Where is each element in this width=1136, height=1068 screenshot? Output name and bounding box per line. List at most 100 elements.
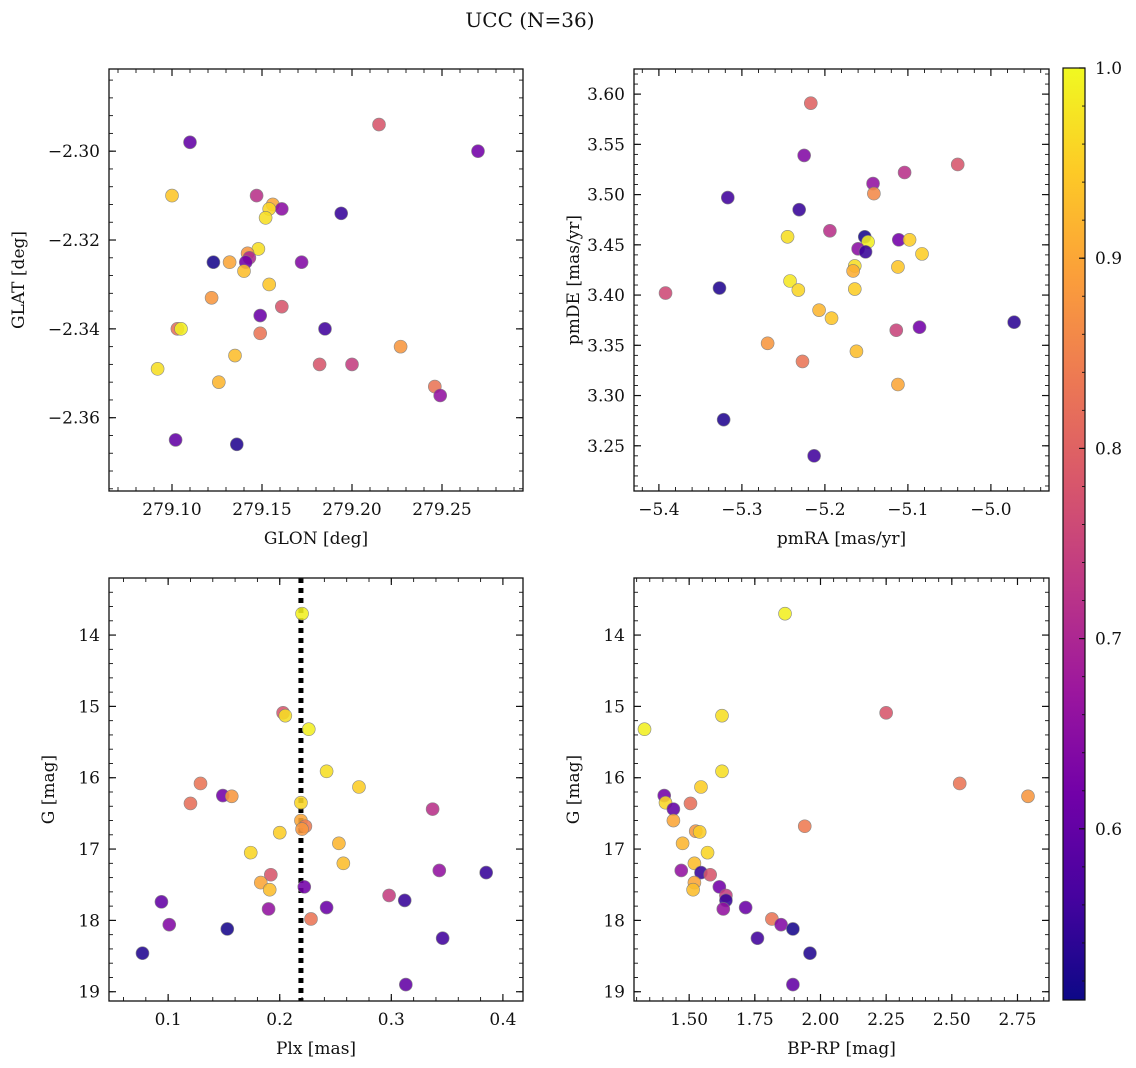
colorbar-tick-label: 0.6 — [1095, 820, 1122, 840]
scatter-point — [1021, 789, 1035, 804]
scatter-point — [183, 796, 198, 811]
scatter-point — [666, 813, 681, 828]
scatter-point — [222, 255, 237, 270]
scatter-point — [150, 362, 165, 376]
y-tick-label: −2.36 — [48, 409, 100, 429]
x-tick-label: 2.00 — [802, 1010, 840, 1030]
y-tick-label: 18 — [603, 911, 625, 931]
scatter-point — [264, 867, 278, 882]
y-tick-label: −2.34 — [48, 320, 100, 340]
scatter-point — [760, 336, 775, 351]
x-tick-label: −5.3 — [721, 500, 762, 520]
x-tick-label: 279.25 — [412, 500, 471, 520]
scatter-point — [823, 223, 837, 238]
scatter-point — [658, 286, 673, 300]
scatter-point — [774, 917, 788, 932]
y-tick-label: 16 — [78, 769, 100, 789]
scatter-point — [372, 117, 386, 132]
y-tick-label: 17 — [78, 840, 100, 860]
scatter-point — [686, 882, 700, 897]
x-axis-label: GLON [deg] — [264, 529, 368, 549]
scatter-point — [295, 606, 309, 621]
scatter-point — [220, 922, 235, 936]
y-tick-label: 19 — [603, 983, 625, 1003]
scatter-point — [1007, 315, 1021, 330]
scatter-point — [879, 706, 893, 720]
scatter-point — [952, 776, 967, 791]
scatter-point — [206, 255, 221, 270]
scatter-point — [867, 186, 881, 201]
x-tick-label: −5.2 — [804, 500, 845, 520]
scatter-point — [261, 902, 276, 916]
scatter-point — [435, 931, 450, 946]
y-tick-label: −2.32 — [48, 231, 100, 251]
scatter-point — [183, 135, 197, 150]
scatter-point — [803, 96, 818, 110]
scatter-point — [278, 708, 293, 723]
scatter-point — [683, 796, 698, 811]
colorbar-tick-label: 0.9 — [1095, 249, 1122, 269]
y-tick-label: 14 — [78, 626, 100, 646]
scatter-point — [294, 255, 309, 270]
scatter-point — [797, 148, 811, 163]
x-tick-label: 2.25 — [867, 1010, 905, 1030]
scatter-point — [847, 282, 862, 296]
scatter-point — [253, 875, 268, 890]
y-tick-label: 3.55 — [587, 135, 625, 155]
scatter-point — [715, 708, 729, 723]
scatter-point — [703, 867, 717, 882]
scatter-point — [687, 856, 702, 871]
scatter-point — [915, 247, 929, 261]
scatter-point — [295, 822, 309, 836]
scatter-point — [797, 819, 812, 834]
y-tick-label: 19 — [78, 983, 100, 1003]
y-tick-label: −2.30 — [48, 142, 100, 162]
scatter-point — [193, 776, 208, 791]
scatter-point — [224, 789, 239, 804]
scatter-point — [135, 946, 150, 961]
scatter-point — [716, 902, 731, 916]
scatter-point — [912, 320, 927, 335]
scatter-point — [950, 157, 965, 172]
x-tick-label: 1.75 — [736, 1010, 774, 1030]
scatter-point — [243, 845, 258, 860]
scatter-point — [318, 322, 332, 336]
scatter-point — [262, 882, 277, 897]
x-axis-label: pmRA [mas/yr] — [777, 529, 906, 549]
scatter-point — [432, 863, 447, 878]
scatter-point — [301, 722, 316, 737]
scatter-point — [393, 339, 408, 354]
scatter-point — [666, 802, 681, 816]
colorbar: 0.6 0.7 0.8 0.9 1.0 — [1062, 59, 1122, 1001]
scatter-point — [778, 606, 792, 621]
scatter-point — [253, 326, 268, 341]
scatter-point — [712, 281, 727, 295]
axes-frame — [633, 577, 1050, 1002]
y-tick-label: 18 — [78, 911, 100, 931]
scatter-point — [902, 233, 917, 247]
panel-pmra-pmde: −5.4 −5.3 −5.2 −5.1 −5.0 3.25 3.30 3.35 3.40 3.45… — [564, 68, 1050, 549]
panel-bprp-g: 1.50 1.75 2.00 2.25 2.50 2.75 14 15 16 17 18 19 BP-R… — [564, 577, 1050, 1059]
y-tick-label: 3.25 — [587, 437, 625, 457]
scatter-point — [262, 277, 277, 292]
scatter-point — [846, 264, 860, 278]
panel-glon-glat: 279.10 279.15 279.20 279.25 −2.36 −2.34 −2.32 −… — [9, 68, 524, 549]
scatter-point — [168, 433, 183, 447]
colorbar-gradient — [1062, 67, 1086, 1001]
scatter-point — [397, 893, 412, 908]
y-tick-label: 3.45 — [587, 236, 625, 256]
x-tick-label: 0.4 — [489, 1010, 516, 1030]
axes-frame — [633, 68, 1050, 492]
scatter-point — [786, 977, 800, 992]
x-tick-label: 0.1 — [155, 1010, 182, 1030]
y-axis-label: GLAT [deg] — [9, 231, 29, 329]
scatter-point — [382, 888, 396, 903]
scatter-point — [336, 856, 351, 871]
scatter-point — [807, 449, 821, 463]
y-tick-label: 3.30 — [587, 387, 625, 407]
scatter-point — [334, 206, 349, 221]
scatter-point — [312, 357, 327, 372]
scatter-point — [674, 863, 689, 878]
figure-title: UCC (N=36) — [465, 8, 594, 32]
scatter-point — [716, 412, 731, 427]
